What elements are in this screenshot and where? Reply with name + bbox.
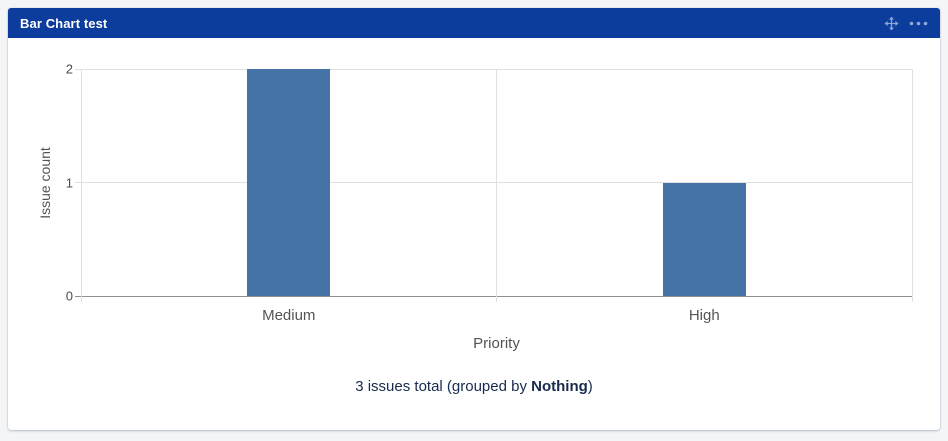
bar-chart-plot: Issue count Priority 0 1 2 Medium High bbox=[37, 62, 913, 352]
summary-suffix: ) bbox=[587, 378, 593, 395]
y-tick-label: 0 bbox=[65, 288, 73, 304]
column-gridline bbox=[496, 69, 497, 302]
gadget-title: Bar Chart test bbox=[20, 15, 108, 31]
x-axis-label: Priority bbox=[473, 335, 520, 352]
y-gridline bbox=[75, 68, 912, 70]
x-category-label-high: High bbox=[688, 307, 720, 324]
ellipsis-icon bbox=[909, 21, 928, 25]
x-category-label-medium: Medium bbox=[262, 307, 316, 324]
gadget-menu-button[interactable] bbox=[909, 21, 928, 26]
column-gridline bbox=[80, 69, 82, 302]
y-gridline bbox=[75, 182, 912, 183]
gadget-header: Bar Chart test bbox=[8, 8, 940, 38]
x-axis-line bbox=[75, 295, 912, 297]
y-axis-label: Issue count bbox=[37, 146, 53, 219]
summary-prefix: 3 issues total (grouped by bbox=[355, 378, 532, 395]
y-tick-label: 2 bbox=[65, 61, 73, 77]
gadget-header-actions bbox=[884, 16, 928, 31]
move-icon bbox=[884, 16, 899, 30]
bar-medium[interactable] bbox=[247, 69, 331, 296]
chart-summary: 3 issues total (grouped by Nothing) bbox=[8, 378, 940, 395]
move-gadget-button[interactable] bbox=[884, 16, 899, 31]
y-tick-label: 1 bbox=[65, 175, 73, 190]
bar-high[interactable] bbox=[662, 182, 746, 296]
summary-group-by: Nothing bbox=[531, 378, 588, 395]
column-gridline bbox=[911, 69, 913, 302]
gadget-card: Bar Chart test I bbox=[8, 8, 940, 430]
